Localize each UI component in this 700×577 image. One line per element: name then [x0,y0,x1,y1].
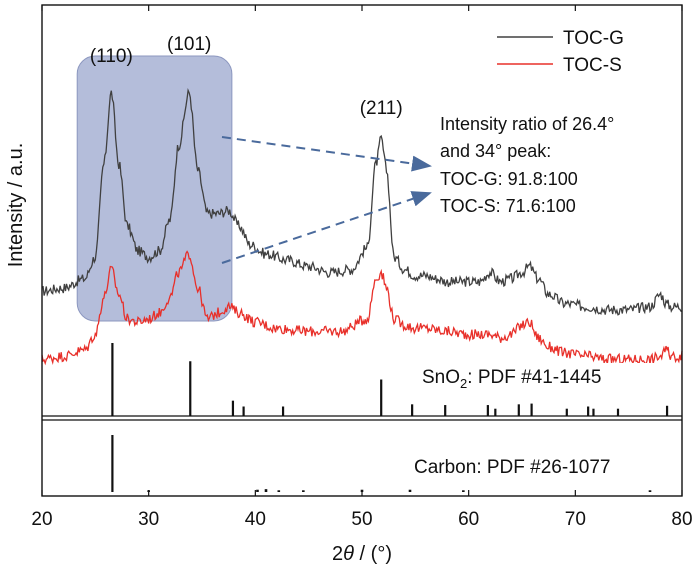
series-line-toc-g [41,87,683,316]
legend-label-toc-g: TOC-G [563,28,624,49]
annotation-arrow-upper [221,136,432,172]
peak-label: (110) [90,46,133,67]
x-ticks: 20 30 40 50 60 70 80 [31,5,693,530]
peak-label: (101) [167,34,211,55]
x-tick-label: 80 [671,509,692,530]
annotation-line-3: TOC-G: 91.8:100 [440,169,578,189]
carbon-reference-label: Carbon: PDF #26-1077 [414,457,610,478]
sno2-label-background [418,363,664,389]
peak-label: (211) [360,98,403,119]
annotation-line-1: Intensity ratio of 26.4° [440,114,614,134]
series-line-toc-s [41,250,683,366]
x-tick-label: 20 [31,509,52,530]
ratio-annotation: Intensity ratio of 26.4° and 34° peak: T… [432,104,664,225]
peak-labels: (110) (101) (211) [90,34,403,119]
annotation-arrow-lower [221,191,432,264]
annotation-line-2: and 34° peak: [440,141,551,161]
x-tick-label: 70 [565,509,586,530]
legend-label-toc-s: TOC-S [563,55,622,76]
x-tick-label: 60 [458,509,479,530]
y-axis-title: Intensity / a.u. [5,143,27,268]
annotation-line-4: TOC-S: 71.6:100 [440,196,576,216]
x-tick-label: 30 [138,509,159,530]
x-axis-title: 2θ / (°) [332,543,392,565]
annotation-background [432,104,664,225]
reference-patterns [111,343,669,492]
series-group [41,87,683,366]
x-tick-label: 40 [245,509,266,530]
x-tick-label: 50 [351,509,372,530]
sno2-reference-label: SnO2: PDF #41-1445 [422,367,601,391]
legend: TOC-G TOC-S [497,28,624,76]
carbon-label-background [410,453,664,479]
